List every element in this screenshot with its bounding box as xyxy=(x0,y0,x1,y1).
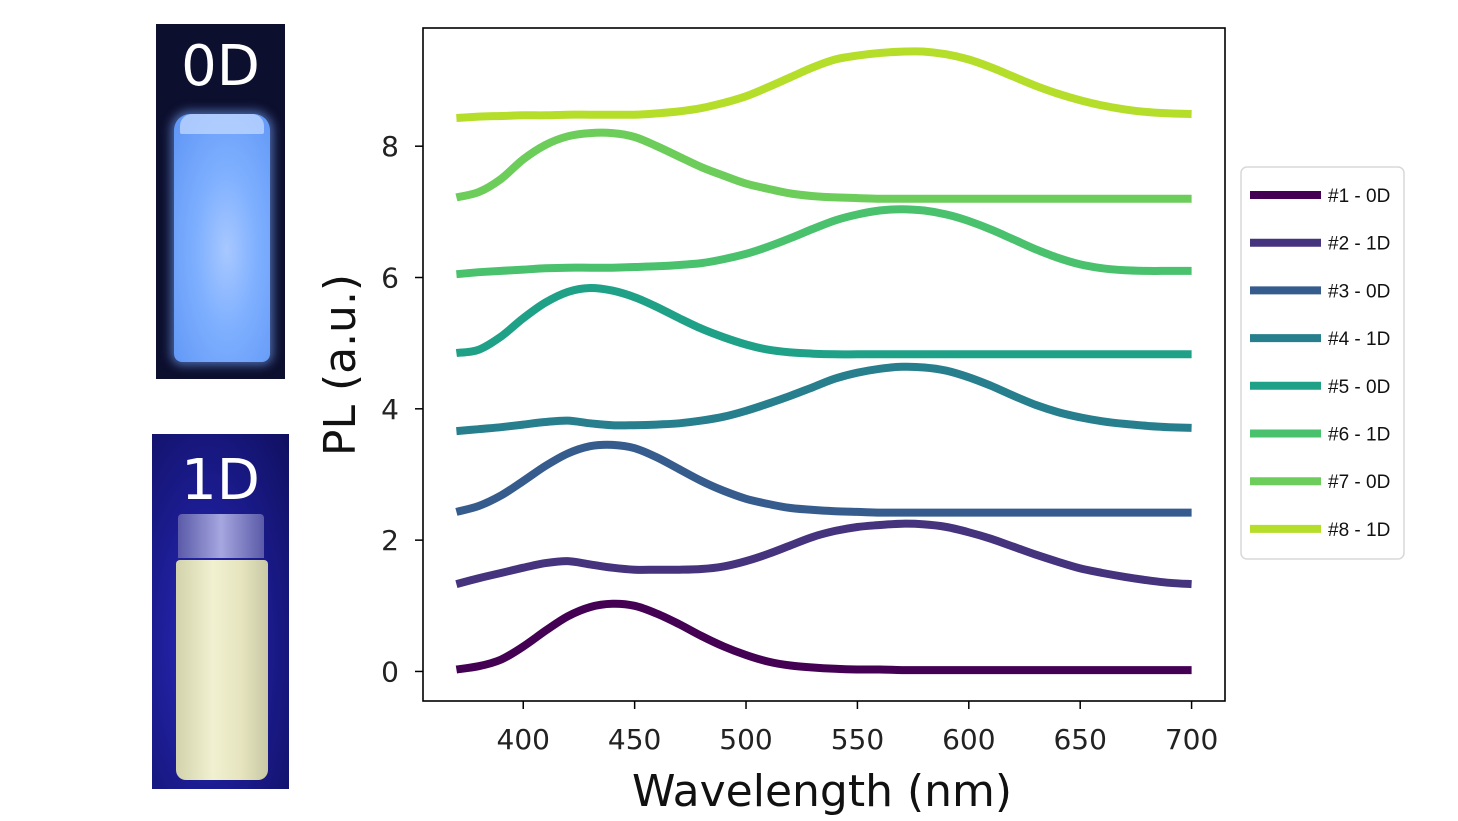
y-tick-label: 4 xyxy=(381,393,399,426)
x-tick-label: 600 xyxy=(942,723,995,756)
series-line-8 xyxy=(456,47,1192,122)
glowing-vial-0d-image xyxy=(174,114,270,362)
vial-1d-image xyxy=(176,560,268,780)
series-line-7 xyxy=(455,128,1192,203)
x-tick-label: 700 xyxy=(1165,723,1218,756)
y-tick-label: 0 xyxy=(381,655,399,688)
vial-1d-cap-image xyxy=(178,514,264,558)
series-line-5 xyxy=(455,283,1192,359)
photo-1d-label: 1D xyxy=(181,448,260,513)
x-tick-label: 550 xyxy=(831,723,884,756)
legend-label-6: #6 - 1D xyxy=(1328,425,1390,446)
x-tick-label: 500 xyxy=(719,723,772,756)
y-tick-label: 6 xyxy=(381,262,399,295)
y-tick-label: 8 xyxy=(381,130,399,163)
photo-1d-vial: 1D xyxy=(152,434,289,789)
y-tick-label: 2 xyxy=(381,524,399,557)
legend-label-5: #5 - 0D xyxy=(1328,377,1390,398)
legend: #1 - 0D #2 - 1D #3 - 0D #4 - 1D #5 - 0D #6 - … xyxy=(1240,166,1405,560)
legend-label-1: #1 - 0D xyxy=(1328,186,1390,207)
series-line-1 xyxy=(455,599,1192,675)
legend-label-4: #4 - 1D xyxy=(1328,329,1390,350)
y-axis-label: PL (a.u.) xyxy=(315,274,366,456)
x-tick-label: 450 xyxy=(608,723,661,756)
photo-0d-vial: 0D xyxy=(156,24,285,379)
photo-0d-label: 0D xyxy=(181,34,260,99)
plot-frame xyxy=(422,27,1226,702)
series-line-4 xyxy=(456,362,1192,436)
legend-label-7: #7 - 0D xyxy=(1328,472,1390,493)
series-line-2 xyxy=(455,519,1192,589)
legend-box xyxy=(1240,166,1405,560)
legend-label-3: #3 - 0D xyxy=(1328,281,1390,302)
series-line-6 xyxy=(456,205,1192,279)
x-tick-label: 400 xyxy=(497,723,550,756)
legend-label-8: #8 - 1D xyxy=(1328,520,1390,541)
series-line-3 xyxy=(455,440,1192,517)
x-axis-label: Wavelength (nm) xyxy=(632,766,1012,817)
legend-label-2: #2 - 1D xyxy=(1328,234,1390,255)
x-tick-label: 650 xyxy=(1053,723,1106,756)
